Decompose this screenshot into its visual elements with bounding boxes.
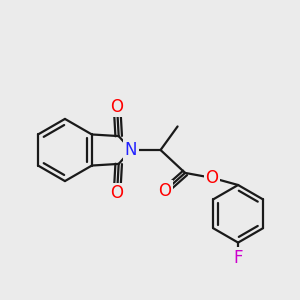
- Text: O: O: [110, 98, 124, 116]
- Text: N: N: [125, 141, 137, 159]
- Text: O: O: [110, 184, 124, 202]
- Text: F: F: [233, 249, 243, 267]
- Text: O: O: [206, 169, 218, 187]
- Text: O: O: [158, 182, 171, 200]
